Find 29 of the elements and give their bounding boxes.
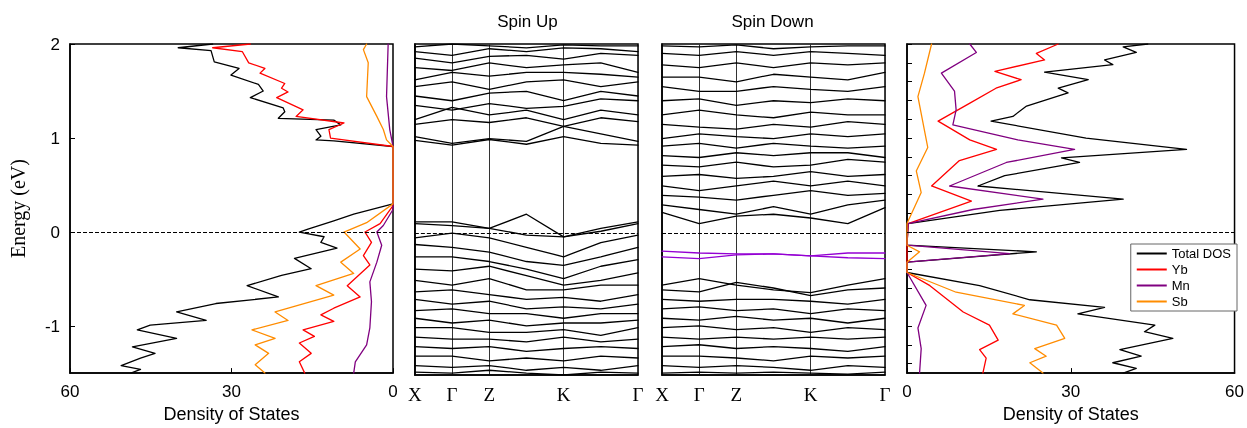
y-tick-label: 1 xyxy=(50,128,60,148)
chart-title: Spin Up xyxy=(497,12,558,31)
y-tick-label: 0 xyxy=(50,222,60,242)
legend-label: Yb xyxy=(1171,262,1188,277)
x-axis-title: Density of States xyxy=(1002,404,1139,424)
y-tick-label: 2 xyxy=(50,34,60,54)
x-tick-label: Γ xyxy=(446,384,458,405)
x-tick-label: Γ xyxy=(632,384,644,405)
legend-label: Mn xyxy=(1171,278,1190,293)
x-tick-label: K xyxy=(556,384,571,405)
legend-label: Sb xyxy=(1171,294,1188,309)
x-tick-label: 0 xyxy=(902,382,912,402)
x-tick-label: 0 xyxy=(388,382,398,402)
x-tick-label: 30 xyxy=(222,382,241,402)
chart-title: Spin Down xyxy=(731,12,814,31)
x-axis-title: Density of States xyxy=(163,404,300,424)
x-tick-label: 30 xyxy=(1061,382,1081,402)
x-tick-label: 60 xyxy=(60,382,80,402)
y-tick-label: -1 xyxy=(44,316,60,336)
x-tick-label: Z xyxy=(730,384,743,405)
x-tick-label: Γ xyxy=(879,384,891,405)
x-tick-label: X xyxy=(407,384,422,405)
x-tick-label: Z xyxy=(483,384,496,405)
x-tick-label: K xyxy=(803,384,818,405)
y-axis-title: Energy (eV) xyxy=(7,159,30,259)
x-tick-label: 60 xyxy=(1225,382,1245,402)
x-tick-label: X xyxy=(655,384,670,405)
x-tick-label: Γ xyxy=(693,384,705,405)
legend-label: Total DOS xyxy=(1171,246,1232,261)
